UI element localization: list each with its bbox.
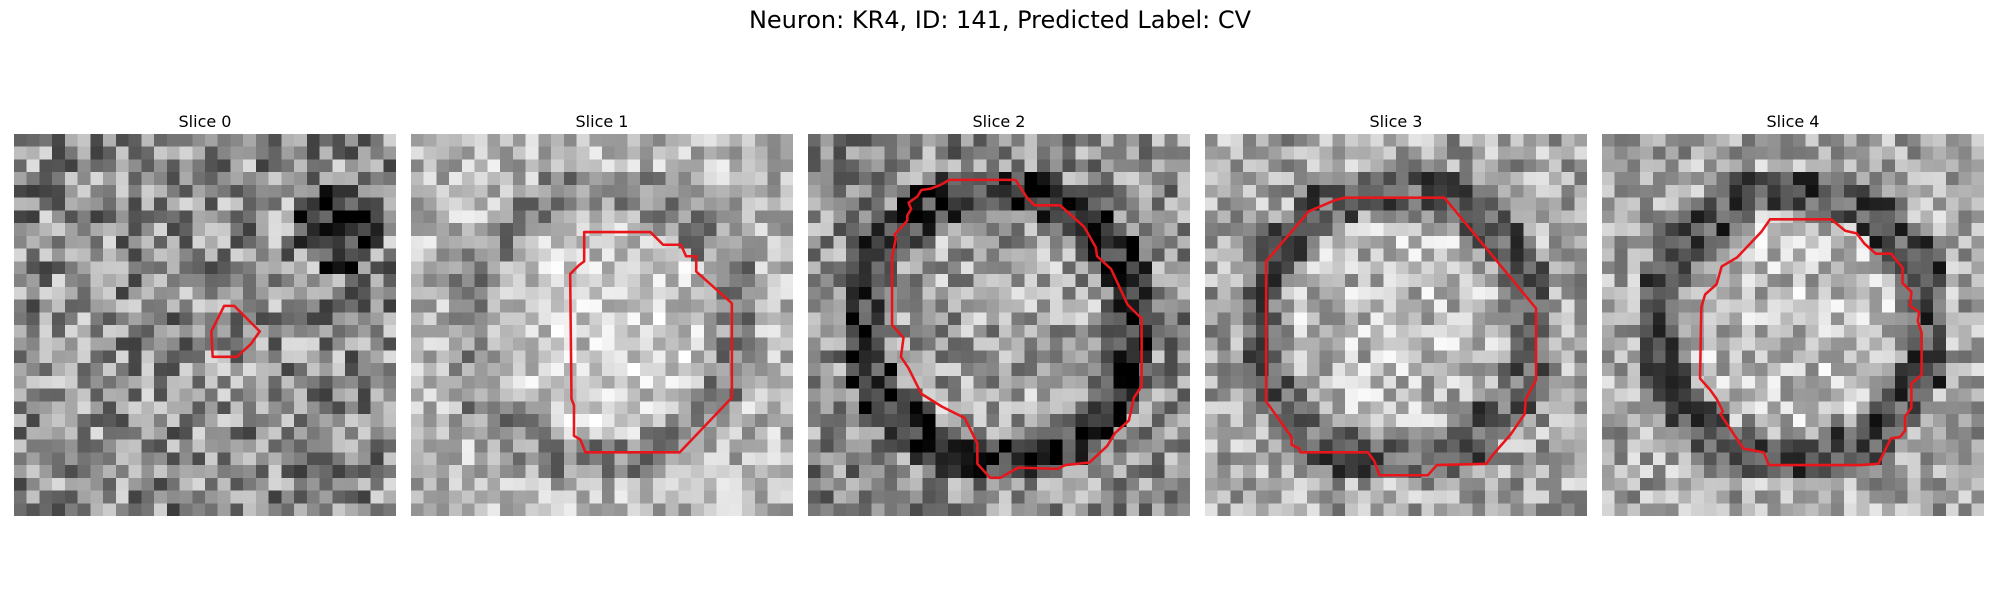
- slice-image: [1205, 134, 1587, 516]
- contour-outline: [568, 230, 734, 454]
- slice-image: [808, 134, 1190, 516]
- slice-panel-3: Slice 3: [1205, 110, 1587, 516]
- slice-image: [411, 134, 793, 516]
- grayscale-pixels: [1205, 134, 1587, 516]
- slice-panel-2: Slice 2: [808, 110, 1190, 516]
- slice-title: Slice 2: [972, 112, 1026, 131]
- slice-title: Slice 1: [575, 112, 629, 131]
- grayscale-pixels: [808, 134, 1190, 516]
- contour-outline: [1698, 218, 1923, 467]
- contour-outline: [890, 178, 1143, 480]
- slice-title: Slice 4: [1766, 112, 1820, 131]
- slice-panel-4: Slice 4: [1602, 110, 1984, 516]
- slice-image: [1602, 134, 1984, 516]
- slice-title: Slice 3: [1369, 112, 1423, 131]
- figure-title: Neuron: KR4, ID: 141, Predicted Label: C…: [748, 6, 1252, 34]
- slice-panel-0: Slice 0: [14, 110, 396, 516]
- contour-outline: [210, 304, 262, 359]
- grayscale-pixels: [411, 134, 793, 516]
- slice-title: Slice 0: [178, 112, 232, 131]
- grayscale-pixels: [1602, 134, 1984, 516]
- slice-image: [14, 134, 396, 516]
- slice-panel-1: Slice 1: [411, 110, 793, 516]
- contour-outline: [1264, 196, 1538, 477]
- grayscale-pixels: [14, 134, 396, 516]
